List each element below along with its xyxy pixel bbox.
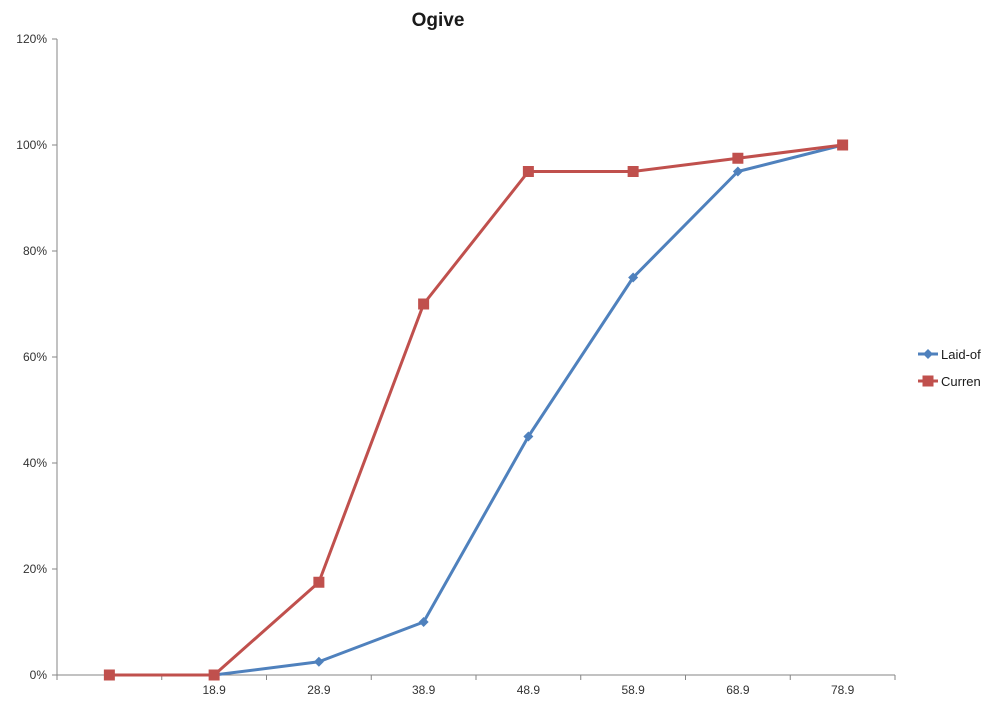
x-tick-label: 58.9 (621, 683, 645, 697)
y-tick-label: 0% (30, 668, 48, 682)
data-point (628, 272, 639, 283)
legend-swatch-marker (923, 349, 933, 359)
legend: Laid-of Curren (918, 347, 981, 389)
x-tick-label: 68.9 (726, 683, 750, 697)
data-point (522, 166, 534, 177)
y-tick-label: 80% (23, 244, 47, 258)
data-point (313, 656, 324, 667)
data-point (418, 617, 429, 627)
series-line (213, 143, 843, 677)
data-point (208, 669, 220, 681)
axes: 0% 20% 40% 60% 80% 100% 120% 18.9 28.9 38.9 48.9 58… (16, 32, 896, 697)
data-point (418, 298, 430, 310)
series-line (109, 143, 843, 677)
data-point (627, 166, 639, 177)
x-tick-label: 38.9 (412, 683, 436, 697)
series-layer (103, 139, 849, 681)
x-tick-label: 48.9 (517, 683, 541, 697)
y-tick-label: 60% (23, 350, 47, 364)
data-point (103, 669, 115, 681)
legend-swatch-marker (922, 375, 934, 387)
y-tick-label: 40% (23, 456, 47, 470)
legend-label: Laid-of (941, 347, 981, 362)
y-tick-label: 20% (23, 562, 47, 576)
x-tick-label: 18.9 (202, 683, 226, 697)
data-point (313, 576, 325, 588)
legend-label: Curren (941, 374, 981, 389)
data-point (523, 431, 534, 442)
chart-title: Ogive (412, 10, 465, 31)
x-tick-label: 78.9 (831, 683, 855, 697)
data-point (732, 152, 744, 164)
legend-item: Curren (918, 374, 981, 389)
x-tick-label: 28.9 (307, 683, 331, 697)
y-tick-label: 100% (16, 138, 47, 152)
data-point (837, 139, 849, 151)
data-point (732, 166, 743, 177)
legend-item: Laid-of (918, 347, 981, 362)
y-tick-label: 120% (16, 32, 47, 46)
series-laid-of (209, 140, 848, 680)
series-curren (103, 139, 849, 681)
